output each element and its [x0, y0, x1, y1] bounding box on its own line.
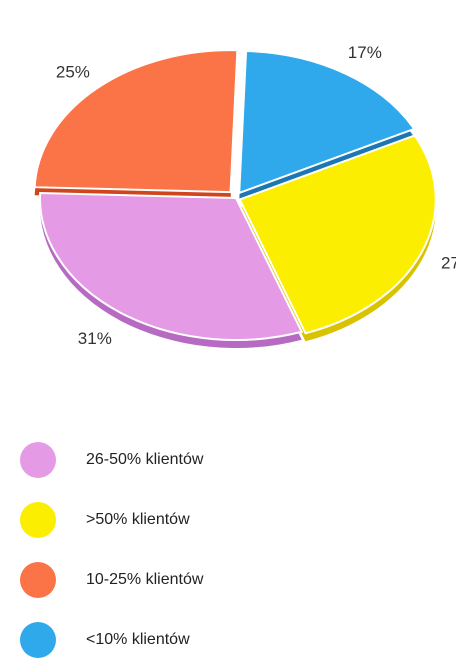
legend-label: 26-50% klientów: [86, 451, 204, 468]
legend-label: >50% klientów: [86, 511, 190, 528]
pie-value-label: 17%: [348, 43, 382, 62]
pie-value-label: 31%: [78, 329, 112, 348]
pie-slices: [33, 49, 437, 348]
pie-slice: [238, 50, 416, 195]
legend-swatch: [20, 502, 56, 538]
legend-label: 10-25% klientów: [86, 571, 204, 588]
legend-item-under-10: <10% klientów: [20, 620, 190, 660]
legend-item-over-50: >50% klientów: [20, 500, 190, 540]
pie-value-labels: 17% 27% 31% 25%: [56, 43, 456, 348]
legend-swatch: [20, 622, 56, 658]
pie-value-label: 25%: [56, 62, 90, 81]
pie-slice: [238, 134, 437, 335]
pie-slice: [33, 49, 239, 194]
legend-swatch: [20, 562, 56, 598]
legend-item-10-25: 10-25% klientów: [20, 560, 203, 600]
legend-item-26-50: 26-50% klientów: [20, 440, 203, 480]
legend-swatch: [20, 442, 56, 478]
legend-label: <10% klientów: [86, 631, 190, 648]
pie-slice: [39, 192, 304, 341]
pie-value-label: 27%: [441, 253, 456, 272]
